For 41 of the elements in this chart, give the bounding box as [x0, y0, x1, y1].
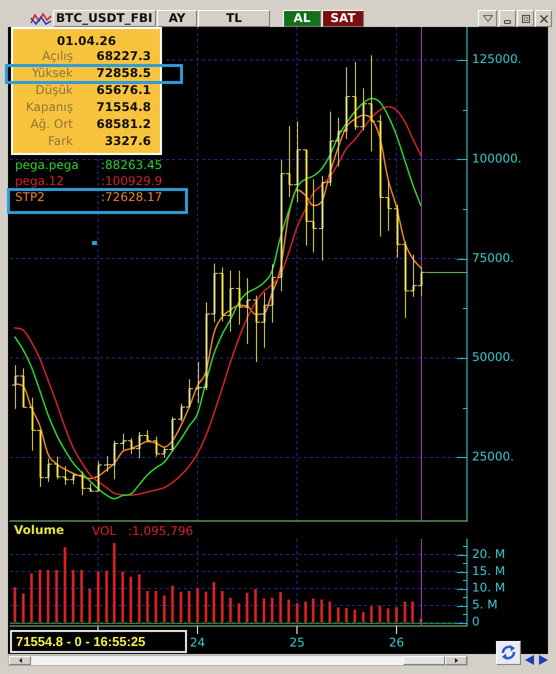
- text: pega.12: [15, 173, 66, 189]
- y-tick-label: 125000.: [472, 52, 522, 66]
- y-tick-label: 50000.: [472, 350, 514, 364]
- y-tick-label: 25000.: [472, 450, 514, 464]
- annotation: :72628.17: [101, 190, 162, 204]
- symbol-field: BTC_USDT_FBI: [53, 10, 156, 27]
- annotation: :100929.9: [101, 174, 162, 188]
- annotation: Kapanış: [24, 100, 73, 115]
- annotation: 65676.1: [95, 83, 151, 98]
- annotation: Yüksek: [30, 66, 73, 81]
- x-tick-label: 25: [290, 635, 305, 650]
- y-tick-label: 15. M: [472, 564, 506, 578]
- annotation: Fark: [46, 134, 73, 149]
- text: STP2: [15, 189, 46, 205]
- annotation: 68227.3: [95, 49, 151, 64]
- y-tick-label: 75000.: [472, 250, 514, 265]
- x-tick-label: 24: [190, 635, 206, 650]
- annotation: Düşük: [34, 83, 73, 98]
- toolbar-button: AL: [283, 10, 321, 27]
- series-label: VOL: [92, 523, 118, 539]
- annotation: Ağ. Ort: [29, 117, 73, 132]
- y-tick-label: 0: [472, 614, 480, 629]
- x-tick-label: 26: [388, 635, 404, 650]
- status-field: 71554.8 - 0 - 16:55:25: [10, 630, 187, 653]
- toolbar-button: SAT: [322, 10, 364, 27]
- y-tick-label: 10. M: [472, 580, 506, 595]
- annotation: 72858.5: [95, 66, 151, 81]
- annotation: 3327.6: [104, 134, 151, 149]
- toolbar-field: TL: [198, 10, 270, 27]
- annotation: 01.04.26: [56, 34, 118, 49]
- annotation: :88263.45: [101, 158, 162, 172]
- y-tick-label: 20. M: [472, 546, 506, 561]
- chart-title: Volume: [14, 523, 64, 539]
- annotation: 71554.8: [95, 100, 151, 115]
- y-tick-label: 5. M: [472, 598, 498, 612]
- annotation: 68581.2: [95, 117, 151, 132]
- annotation: Açılış: [41, 49, 73, 64]
- toolbar-field: AY: [157, 10, 197, 27]
- text: :1,095,796: [128, 524, 194, 538]
- y-tick-label: 100000.: [472, 151, 522, 166]
- text: pega.pega: [15, 157, 80, 173]
